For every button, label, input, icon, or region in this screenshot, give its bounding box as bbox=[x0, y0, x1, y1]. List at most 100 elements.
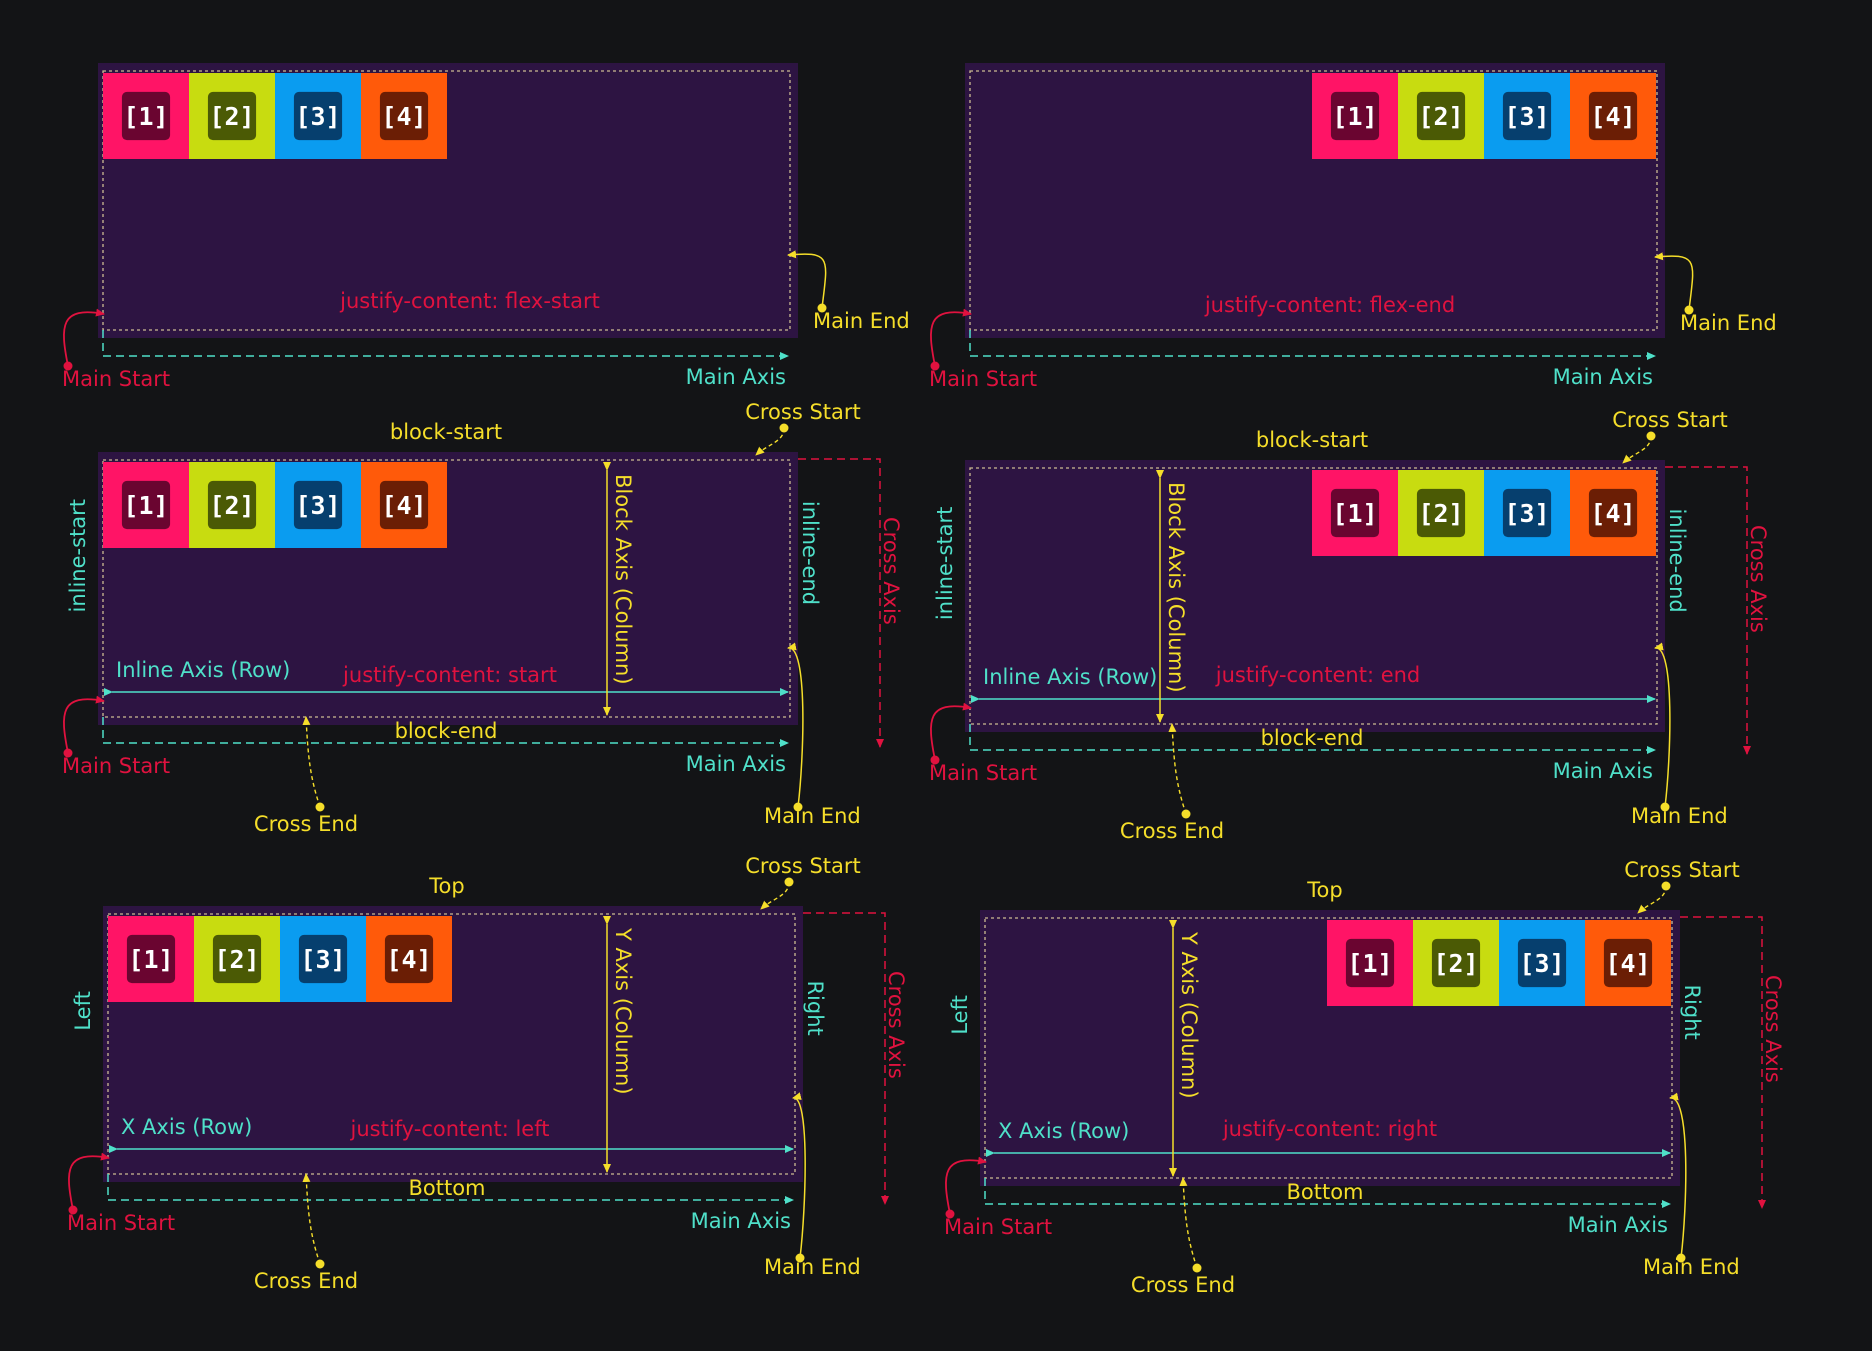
inline-end-label: inline-end bbox=[798, 501, 822, 605]
cross-axis-label: Cross Axis bbox=[884, 971, 908, 1079]
diagram-panel-3: [1] [2] [3] [4] justify-content: start Main S… bbox=[62, 400, 903, 836]
flex-item-4: [4] bbox=[1570, 73, 1656, 159]
justify-content-label: justify-content: end bbox=[1215, 663, 1421, 687]
main-end-label: Main End bbox=[1631, 804, 1728, 828]
flex-item-label: [3] bbox=[295, 102, 340, 131]
flex-item-1: [1] bbox=[1327, 920, 1413, 1006]
flex-item-label: [1] bbox=[1332, 102, 1377, 131]
diagram-panel-2: [1] [2] [3] [4] justify-content: flex-end Mai… bbox=[929, 63, 1777, 391]
flex-item-label: [3] bbox=[1504, 499, 1549, 528]
flex-item-2: [2] bbox=[189, 462, 275, 548]
flex-item-label: [2] bbox=[209, 491, 254, 520]
flex-item-3: [3] bbox=[275, 73, 361, 159]
main-start-label: Main Start bbox=[62, 754, 170, 778]
cross-end-label: Cross End bbox=[254, 1269, 358, 1293]
flex-item-3: [3] bbox=[1484, 73, 1570, 159]
inline-end-label: inline-end bbox=[1665, 509, 1689, 613]
main-start-label: Main Start bbox=[67, 1211, 175, 1235]
inline-start-label: inline-start bbox=[66, 499, 90, 613]
flex-item-label: [3] bbox=[295, 491, 340, 520]
justify-content-label: justify-content: left bbox=[350, 1117, 550, 1141]
cross-start-label: Cross Start bbox=[1612, 408, 1728, 432]
block-start-label: block-start bbox=[390, 420, 502, 444]
block-start-label: Top bbox=[428, 874, 464, 898]
main-end-label: Main End bbox=[813, 309, 910, 333]
block-axis-label: Y Axis (Column) bbox=[1177, 931, 1201, 1099]
flex-item-label: [4] bbox=[381, 491, 426, 520]
flex-item-label: [1] bbox=[1347, 949, 1392, 978]
flex-item-label: [1] bbox=[1332, 499, 1377, 528]
flex-item-1: [1] bbox=[103, 73, 189, 159]
inline-end-label: Right bbox=[1680, 984, 1704, 1039]
flex-item-4: [4] bbox=[1585, 920, 1671, 1006]
main-start-label: Main Start bbox=[944, 1215, 1052, 1239]
main-axis-label: Main Axis bbox=[686, 752, 786, 776]
flex-item-1: [1] bbox=[103, 462, 189, 548]
main-axis-label: Main Axis bbox=[691, 1209, 791, 1233]
main-axis-label: Main Axis bbox=[686, 365, 786, 389]
flex-item-3: [3] bbox=[1499, 920, 1585, 1006]
cross-start-label: Cross Start bbox=[745, 854, 861, 878]
diagram-panel-4: [1] [2] [3] [4] justify-content: end Main Sta… bbox=[929, 408, 1770, 843]
inline-axis-label: Inline Axis (Row) bbox=[983, 665, 1157, 689]
flex-item-1: [1] bbox=[1312, 470, 1398, 556]
flex-item-3: [3] bbox=[1484, 470, 1570, 556]
inline-end-label: Right bbox=[803, 980, 827, 1035]
flex-item-2: [2] bbox=[1398, 470, 1484, 556]
block-end-label: block-end bbox=[1261, 726, 1364, 750]
cross-end-label: Cross End bbox=[254, 812, 358, 836]
block-end-label: Bottom bbox=[1286, 1180, 1363, 1204]
flex-item-label: [3] bbox=[1519, 949, 1564, 978]
main-start-label: Main Start bbox=[929, 367, 1037, 391]
main-end-label: Main End bbox=[764, 804, 861, 828]
flex-item-label: [2] bbox=[214, 945, 259, 974]
main-start-label: Main Start bbox=[929, 761, 1037, 785]
flex-item-label: [2] bbox=[1418, 499, 1463, 528]
cross-start-label: Cross Start bbox=[1624, 858, 1740, 882]
flex-item-label: [1] bbox=[123, 102, 168, 131]
cross-start-label: Cross Start bbox=[745, 400, 861, 424]
flex-item-4: [4] bbox=[361, 462, 447, 548]
flex-item-2: [2] bbox=[194, 916, 280, 1002]
inline-axis-label: X Axis (Row) bbox=[998, 1119, 1129, 1143]
main-start-label: Main Start bbox=[62, 367, 170, 391]
flex-item-2: [2] bbox=[189, 73, 275, 159]
flex-item-label: [4] bbox=[1590, 499, 1635, 528]
flex-item-label: [3] bbox=[1504, 102, 1549, 131]
main-axis-label: Main Axis bbox=[1568, 1213, 1668, 1237]
inline-start-label: Left bbox=[71, 991, 95, 1031]
main-end-label: Main End bbox=[764, 1255, 861, 1279]
cross-axis-label: Cross Axis bbox=[1761, 975, 1785, 1083]
flex-item-label: [1] bbox=[128, 945, 173, 974]
flex-item-label: [4] bbox=[1590, 102, 1635, 131]
flex-item-label: [2] bbox=[1418, 102, 1463, 131]
diagram-panel-6: [1] [2] [3] [4] justify-content: right Main S… bbox=[944, 858, 1785, 1297]
flex-item-2: [2] bbox=[1413, 920, 1499, 1006]
diagram-panel-1: [1] [2] [3] [4] justify-content: flex-start M… bbox=[62, 63, 910, 391]
justify-content-label: justify-content: flex-end bbox=[1204, 293, 1455, 317]
main-axis-label: Main Axis bbox=[1553, 759, 1653, 783]
flex-item-4: [4] bbox=[361, 73, 447, 159]
block-axis-label: Block Axis (Column) bbox=[1164, 482, 1188, 693]
flex-item-label: [3] bbox=[300, 945, 345, 974]
diagram-panel-5: [1] [2] [3] [4] justify-content: left Main St… bbox=[67, 854, 908, 1293]
flex-item-label: [4] bbox=[1605, 949, 1650, 978]
flex-item-4: [4] bbox=[366, 916, 452, 1002]
inline-axis-label: Inline Axis (Row) bbox=[116, 658, 290, 682]
flex-item-label: [4] bbox=[381, 102, 426, 131]
justify-content-label: justify-content: start bbox=[342, 663, 557, 687]
block-axis-label: Block Axis (Column) bbox=[611, 474, 635, 685]
cross-axis-label: Cross Axis bbox=[1746, 525, 1770, 633]
block-end-label: block-end bbox=[395, 719, 498, 743]
inline-start-label: inline-start bbox=[933, 507, 957, 621]
block-axis-label: Y Axis (Column) bbox=[611, 927, 635, 1095]
cross-axis-label: Cross Axis bbox=[879, 517, 903, 625]
block-start-label: block-start bbox=[1256, 428, 1368, 452]
flex-item-label: [2] bbox=[1433, 949, 1478, 978]
inline-start-label: Left bbox=[948, 995, 972, 1035]
cross-end-label: Cross End bbox=[1131, 1273, 1235, 1297]
flex-item-3: [3] bbox=[280, 916, 366, 1002]
flex-item-label: [2] bbox=[209, 102, 254, 131]
main-axis-label: Main Axis bbox=[1553, 365, 1653, 389]
